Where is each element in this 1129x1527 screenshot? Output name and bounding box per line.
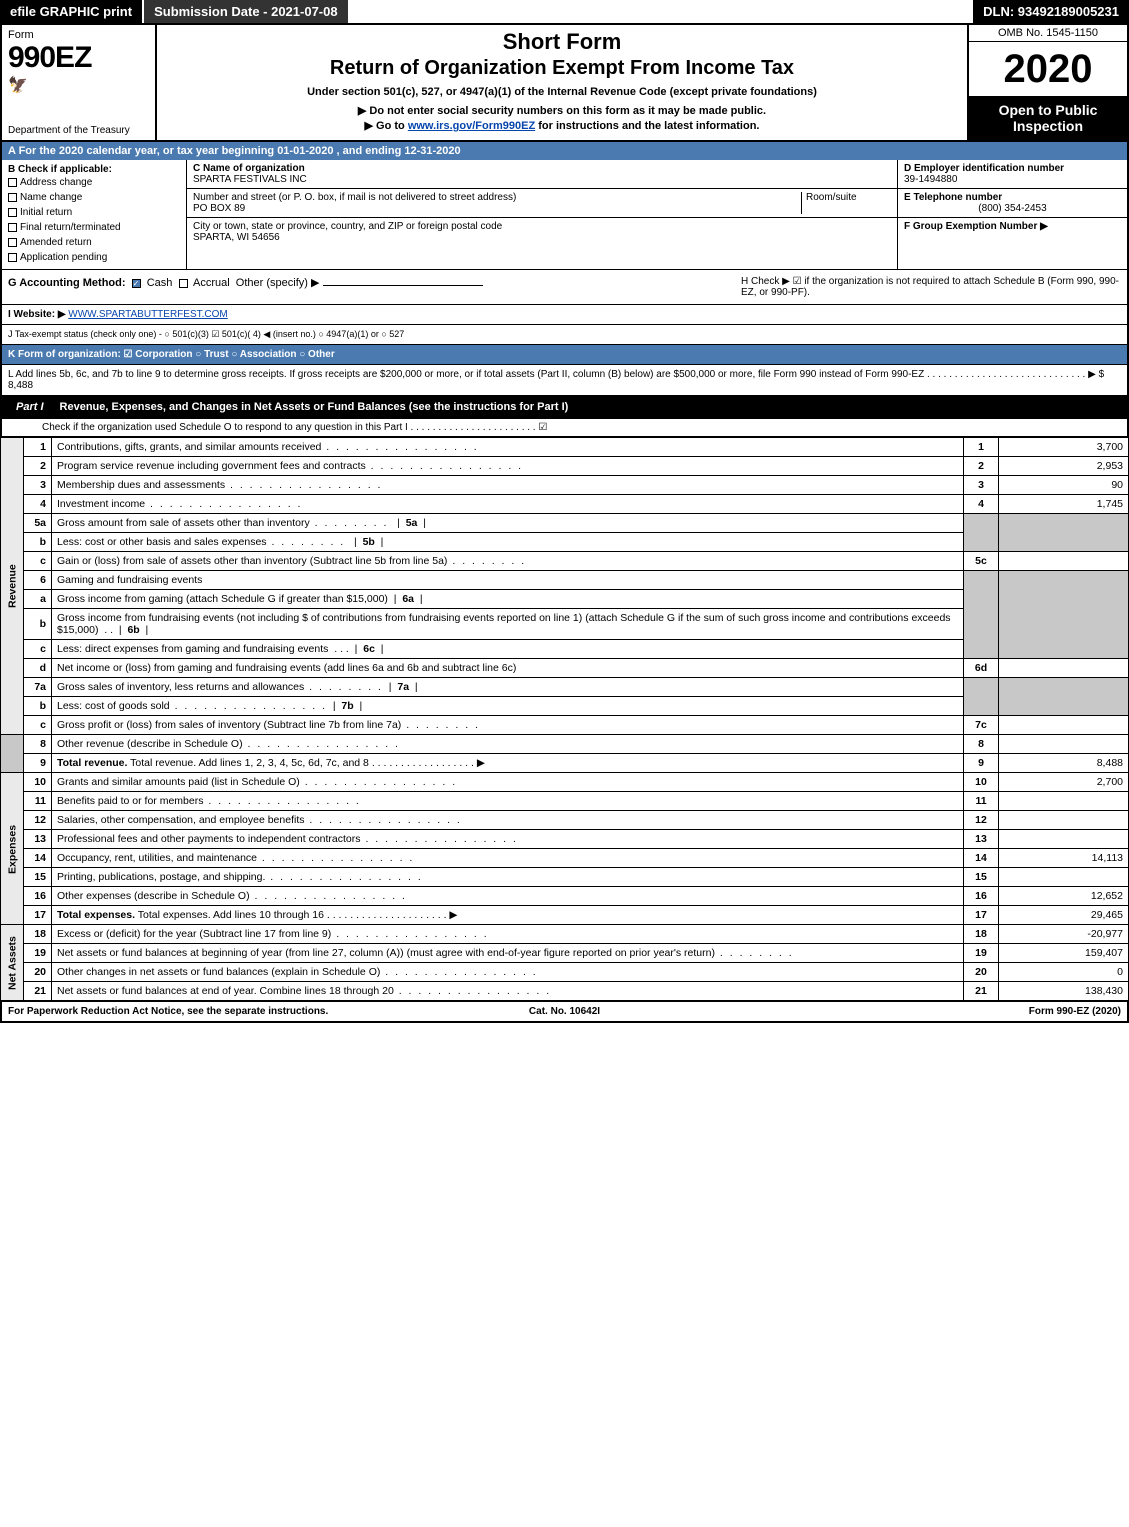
- subtitle-goto: ▶ Go to www.irs.gov/Form990EZ for instru…: [165, 119, 959, 132]
- org-name: SPARTA FESTIVALS INC: [193, 174, 307, 185]
- line1-val: 3,700: [999, 438, 1129, 457]
- room-suite-label: Room/suite: [801, 192, 891, 214]
- section-l: L Add lines 5b, 6c, and 7b to line 9 to …: [0, 365, 1129, 396]
- section-c: C Name of organization SPARTA FESTIVALS …: [187, 160, 897, 269]
- website-link[interactable]: WWW.SPARTABUTTERFEST.COM: [68, 309, 227, 320]
- h-text: H Check ▶ ☑ if the organization is not r…: [741, 276, 1121, 298]
- header-mid: Short Form Return of Organization Exempt…: [157, 25, 967, 140]
- b-label: B Check if applicable:: [8, 164, 180, 175]
- chk-address-change[interactable]: Address change: [8, 175, 180, 190]
- e-label: E Telephone number: [904, 192, 1002, 203]
- title-short-form: Short Form: [165, 29, 959, 55]
- g-label: G Accounting Method:: [8, 277, 126, 289]
- footer-mid: Cat. No. 10642I: [379, 1006, 750, 1017]
- dln-label: DLN: 93492189005231: [973, 0, 1129, 23]
- submission-date-button[interactable]: Submission Date - 2021-07-08: [144, 0, 350, 23]
- part1-title: Revenue, Expenses, and Changes in Net As…: [60, 401, 569, 413]
- side-revenue: Revenue: [1, 438, 24, 735]
- other-specify-input[interactable]: [323, 285, 483, 286]
- i-label: I Website: ▶: [8, 309, 66, 320]
- footer-left: For Paperwork Reduction Act Notice, see …: [8, 1006, 379, 1017]
- f-label: F Group Exemption Number ▶: [904, 221, 1048, 232]
- section-k: K Form of organization: ☑ Corporation ○ …: [0, 345, 1129, 365]
- omb-number: OMB No. 1545-1150: [969, 25, 1127, 42]
- part1-header: Part I Revenue, Expenses, and Changes in…: [0, 396, 1129, 419]
- chk-application-pending[interactable]: Application pending: [8, 250, 180, 265]
- department-label: Department of the Treasury: [8, 125, 149, 136]
- financial-table: Revenue 1 Contributions, gifts, grants, …: [0, 437, 1129, 1001]
- chk-initial-return[interactable]: Initial return: [8, 205, 180, 220]
- topbar: efile GRAPHIC print Submission Date - 20…: [0, 0, 1129, 25]
- form-word: Form: [8, 29, 149, 41]
- section-def: D Employer identification number 39-1494…: [897, 160, 1127, 269]
- chk-cash[interactable]: [132, 279, 141, 288]
- c-city-label: City or town, state or province, country…: [193, 221, 502, 232]
- section-j: J Tax-exempt status (check only one) - ○…: [0, 325, 1129, 345]
- tax-year: 2020: [969, 42, 1127, 96]
- chk-accrual[interactable]: [179, 279, 188, 288]
- c-name-label: C Name of organization: [193, 163, 305, 174]
- page-footer: For Paperwork Reduction Act Notice, see …: [0, 1001, 1129, 1023]
- phone-value: (800) 354-2453: [904, 203, 1121, 214]
- section-i: I Website: ▶ WWW.SPARTABUTTERFEST.COM: [0, 305, 1129, 325]
- open-to-public: Open to Public Inspection: [969, 96, 1127, 140]
- subtitle-ssn: ▶ Do not enter social security numbers o…: [165, 104, 959, 117]
- chk-final-return[interactable]: Final return/terminated: [8, 220, 180, 235]
- c-street-label: Number and street (or P. O. box, if mail…: [193, 192, 516, 203]
- line1-desc: Contributions, gifts, grants, and simila…: [52, 438, 964, 457]
- calendar-year-line: A For the 2020 calendar year, or tax yea…: [0, 142, 1129, 160]
- chk-name-change[interactable]: Name change: [8, 190, 180, 205]
- header-left: Form 990EZ 🦅 Department of the Treasury: [2, 25, 157, 140]
- side-expenses: Expenses: [1, 773, 24, 925]
- irs-seal-icon: 🦅: [8, 77, 28, 94]
- section-gh: G Accounting Method: Cash Accrual Other …: [0, 270, 1129, 305]
- d-label: D Employer identification number: [904, 163, 1064, 174]
- efile-print-button[interactable]: efile GRAPHIC print: [0, 0, 144, 23]
- org-city: SPARTA, WI 54656: [193, 232, 280, 243]
- side-netassets: Net Assets: [1, 925, 24, 1001]
- ein-value: 39-1494880: [904, 174, 957, 185]
- form-header: Form 990EZ 🦅 Department of the Treasury …: [0, 25, 1129, 142]
- part1-tag: Part I: [8, 399, 52, 415]
- section-bcdef: B Check if applicable: Address change Na…: [0, 160, 1129, 270]
- topbar-spacer: [350, 0, 974, 23]
- title-return: Return of Organization Exempt From Incom…: [165, 57, 959, 80]
- form-number: 990EZ: [8, 41, 149, 75]
- section-b: B Check if applicable: Address change Na…: [2, 160, 187, 269]
- part1-checknote: Check if the organization used Schedule …: [0, 419, 1129, 437]
- header-right: OMB No. 1545-1150 2020 Open to Public In…: [967, 25, 1127, 140]
- subtitle-section: Under section 501(c), 527, or 4947(a)(1)…: [165, 86, 959, 98]
- irs-link[interactable]: www.irs.gov/Form990EZ: [408, 120, 535, 132]
- footer-right: Form 990-EZ (2020): [750, 1006, 1121, 1017]
- org-street: PO BOX 89: [193, 203, 245, 214]
- chk-amended-return[interactable]: Amended return: [8, 235, 180, 250]
